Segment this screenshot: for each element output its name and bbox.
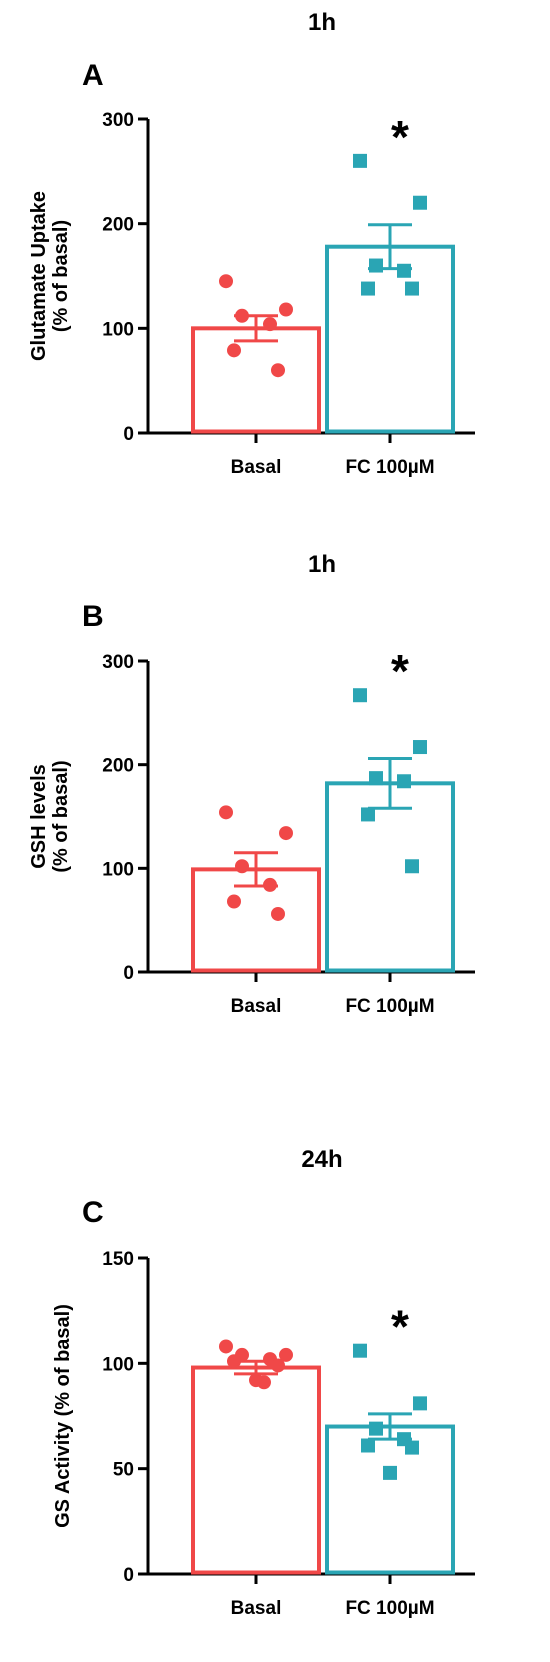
significance-star: *	[391, 111, 409, 163]
x-tick-label: FC 100µM	[345, 996, 434, 1017]
series-fc: FC 100µM *	[325, 1301, 455, 1619]
y-axis-label: GS Activity (% of basal)	[52, 1304, 74, 1528]
y-tick-label: 100	[102, 859, 134, 880]
data-point	[235, 859, 249, 874]
data-point	[219, 1339, 233, 1354]
y-tick-label: 300	[102, 652, 134, 673]
data-point	[405, 1440, 419, 1455]
y-axis-label-line: GSH levels	[28, 764, 50, 869]
x-tick-label: Basal	[231, 457, 282, 478]
bar	[191, 326, 321, 434]
y-tick-label: 300	[102, 110, 134, 131]
y-axis-label-line: Glutamate Uptake	[28, 191, 50, 361]
y-axis-label-line: GS Activity (% of basal)	[52, 1304, 74, 1528]
data-point	[383, 1465, 397, 1480]
panel-time-title: 24h	[301, 1146, 342, 1173]
panel-time-title: 1h	[308, 9, 336, 36]
data-point	[361, 281, 375, 296]
y-tick-label: 0	[123, 1565, 134, 1586]
data-point	[405, 859, 419, 874]
x-tick-label: Basal	[231, 996, 282, 1017]
data-point	[279, 1347, 293, 1362]
x-tick-label: FC 100µM	[345, 457, 434, 478]
chart-panel-a: 1h A Glutamate Uptake(% of basal) 0 100 200 30…	[28, 9, 475, 478]
panel-letter: C	[82, 1196, 104, 1229]
series-fc: FC 100µM *	[325, 111, 455, 478]
data-point	[405, 281, 419, 296]
data-point	[235, 308, 249, 323]
series-basal: Basal	[191, 274, 321, 478]
data-point	[361, 1438, 375, 1453]
series-basal: Basal	[191, 1339, 321, 1619]
y-tick-label: 200	[102, 756, 134, 777]
data-point	[413, 195, 427, 210]
panel-letter: B	[82, 600, 104, 633]
data-point	[397, 263, 411, 278]
data-point	[219, 805, 233, 820]
data-point	[369, 1421, 383, 1436]
data-point	[353, 1343, 367, 1358]
data-point	[353, 153, 367, 168]
data-point	[219, 274, 233, 289]
chart-panel-c: 24h C GS Activity (% of basal) 0 50 100 150 Bas…	[52, 1146, 475, 1619]
data-point	[369, 258, 383, 273]
y-axis-label: Glutamate Uptake(% of basal)	[28, 191, 72, 361]
data-point	[369, 771, 383, 786]
y-tick-label: 100	[102, 319, 134, 340]
data-point	[279, 826, 293, 841]
y-tick-label: 0	[123, 963, 134, 984]
y-tick-label: 50	[113, 1460, 134, 1481]
y-tick-label: 200	[102, 215, 134, 236]
data-point	[227, 894, 241, 909]
bar	[325, 244, 455, 434]
data-point	[271, 363, 285, 378]
significance-star: *	[391, 1301, 409, 1353]
y-tick-label: 100	[102, 1354, 134, 1375]
data-point	[257, 1375, 271, 1390]
data-point	[227, 1354, 241, 1369]
data-point	[263, 317, 277, 332]
panel-letter: A	[82, 59, 104, 92]
bar	[191, 1365, 321, 1575]
data-point	[353, 688, 367, 703]
x-tick-label: FC 100µM	[345, 1598, 434, 1619]
y-axis-label-line: (% of basal)	[50, 220, 72, 332]
bar	[325, 1424, 455, 1575]
data-point	[227, 343, 241, 358]
y-tick-label: 0	[123, 424, 134, 445]
y-tick-label: 150	[102, 1249, 134, 1270]
data-point	[413, 1396, 427, 1411]
bar	[325, 781, 455, 973]
significance-star: *	[391, 645, 409, 697]
data-point	[413, 740, 427, 755]
data-point	[397, 774, 411, 789]
data-point	[361, 807, 375, 822]
data-point	[263, 877, 277, 892]
chart-panel-b: 1h B GSH levels(% of basal) 0 100 200 300 Basal…	[28, 551, 475, 1017]
data-point	[271, 906, 285, 921]
series-basal: Basal	[191, 805, 321, 1017]
y-axis-label-line: (% of basal)	[50, 760, 72, 872]
series-fc: FC 100µM *	[325, 645, 455, 1017]
data-point	[279, 302, 293, 317]
data-point	[271, 1358, 285, 1373]
y-axis-label: GSH levels(% of basal)	[28, 760, 72, 872]
x-tick-label: Basal	[231, 1598, 282, 1619]
panel-time-title: 1h	[308, 551, 336, 578]
